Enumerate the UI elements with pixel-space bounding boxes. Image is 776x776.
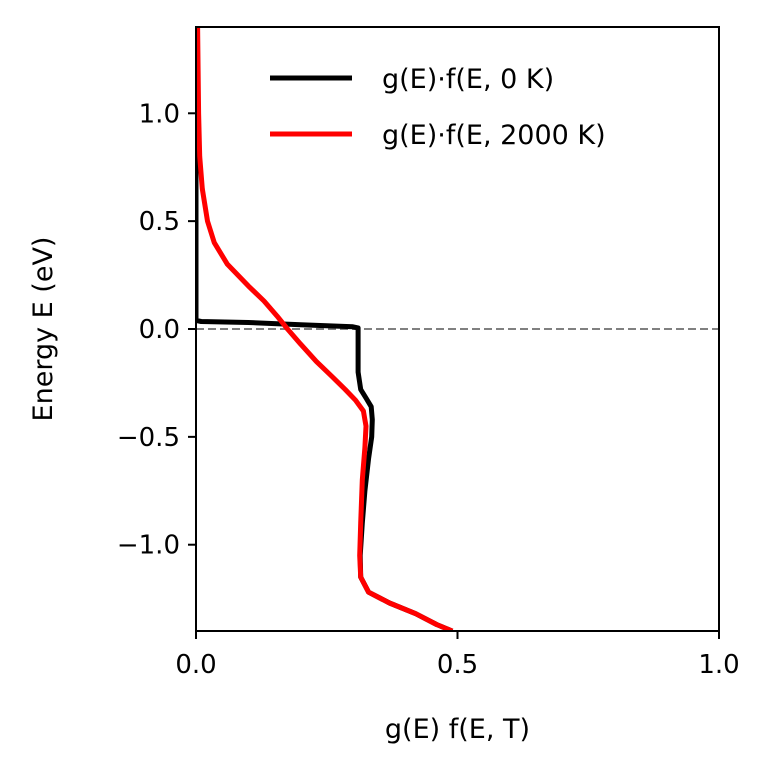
y-tick-label: −0.5 bbox=[117, 423, 180, 453]
y-tick-label: 0.0 bbox=[139, 315, 180, 345]
plot-area bbox=[195, 26, 720, 632]
series-line-2000-k bbox=[196, 27, 454, 631]
x-tick-label: 1.0 bbox=[698, 650, 739, 680]
y-axis-label: Energy E (eV) bbox=[28, 237, 59, 422]
x-tick-label: 0.5 bbox=[437, 650, 478, 680]
ticks-layer: 0.0 0.5 1.0 1.0 0.5 0.0 −0.5 −1.0 bbox=[117, 99, 740, 680]
x-axis-label: g(E) f(E, T) bbox=[385, 714, 530, 745]
x-tick-label: 0.0 bbox=[175, 650, 216, 680]
legend: g(E)·f(E, 0 K) g(E)·f(E, 2000 K) bbox=[270, 64, 606, 151]
legend-label-0-k: g(E)·f(E, 0 K) bbox=[382, 64, 554, 95]
lines-layer bbox=[196, 27, 719, 631]
y-tick-label: 1.0 bbox=[139, 99, 180, 129]
y-tick-label: 0.5 bbox=[139, 207, 180, 237]
legend-label-2000-k: g(E)·f(E, 2000 K) bbox=[382, 120, 606, 151]
y-tick-label: −1.0 bbox=[117, 531, 180, 561]
